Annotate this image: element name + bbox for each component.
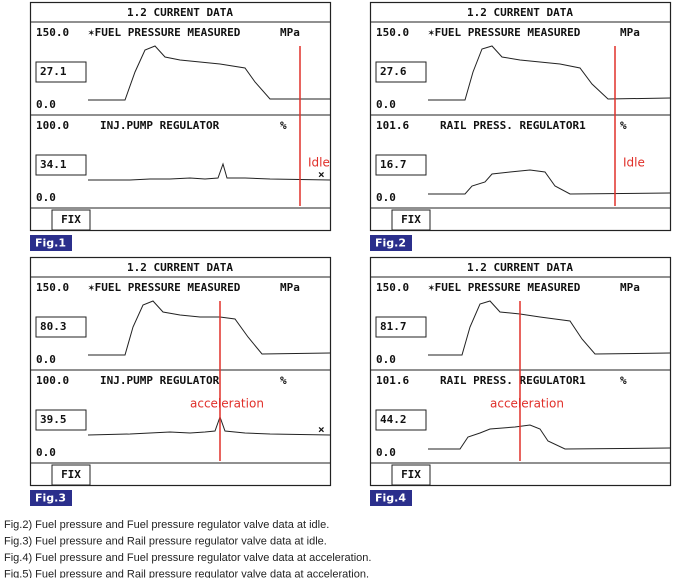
fix-box — [391, 464, 431, 486]
fix-box — [51, 209, 91, 231]
waveform — [88, 300, 331, 356]
scale-min: 0.0 — [376, 446, 396, 459]
value-box — [35, 409, 87, 431]
signal-unit: % — [620, 374, 627, 387]
scale-min: 0.0 — [376, 98, 396, 111]
waveform — [428, 45, 671, 101]
scale-max: 150.0 — [376, 26, 409, 39]
panel-header: 1.2 CURRENT DATA — [127, 261, 233, 274]
current-value: 34.1 — [40, 158, 67, 171]
signal-label: ✶FUEL PRESSURE MEASURED — [88, 26, 241, 39]
figure-tag: Fig.1 — [35, 237, 66, 250]
current-value: 16.7 — [380, 158, 407, 171]
annotation: Idle — [308, 156, 330, 170]
current-value: 80.3 — [40, 320, 67, 333]
value-box — [375, 61, 427, 83]
waveform — [428, 169, 671, 195]
annotation: acceleration — [490, 397, 564, 411]
current-value: 27.1 — [40, 65, 67, 78]
value-box — [35, 316, 87, 338]
scan-panel: 1.2 CURRENT DATA 150.0 ✶FUEL PRESSURE MEAS… — [29, 256, 332, 506]
panel-header: 1.2 CURRENT DATA — [467, 261, 573, 274]
value-box — [375, 409, 427, 431]
scale-max: 100.0 — [36, 119, 69, 132]
current-value: 44.2 — [380, 413, 407, 426]
signal-unit: % — [620, 119, 627, 132]
fix-label: FIX — [61, 468, 81, 481]
scan-panel: 1.2 CURRENT DATA 150.0 ✶FUEL PRESSURE MEAS… — [29, 1, 332, 251]
signal-unit: MPa — [620, 281, 640, 294]
signal-label: ✶FUEL PRESSURE MEASURED — [88, 281, 241, 294]
signal-unit: MPa — [620, 26, 640, 39]
fix-box — [391, 209, 431, 231]
signal-unit: MPa — [280, 281, 300, 294]
fix-label: FIX — [401, 213, 421, 226]
fix-box — [51, 464, 91, 486]
caption: Fig.4) Fuel pressure and Fuel pressure r… — [4, 552, 371, 564]
figure-tag-bg — [30, 235, 72, 251]
panel-header: 1.2 CURRENT DATA — [467, 6, 573, 19]
fix-label: FIX — [401, 468, 421, 481]
scale-min: 0.0 — [376, 353, 396, 366]
panel-frame — [369, 1, 672, 232]
figure-tag-bg — [370, 490, 412, 506]
figure-tag: Fig.4 — [375, 492, 406, 505]
scale-min: 0.0 — [36, 98, 56, 111]
panel-frame — [29, 1, 332, 232]
scale-max: 101.6 — [376, 119, 409, 132]
annotation: acceleration — [190, 397, 264, 411]
panel-header: 1.2 CURRENT DATA — [127, 6, 233, 19]
signal-unit: % — [280, 119, 287, 132]
waveform — [428, 424, 671, 450]
fix-label: FIX — [61, 213, 81, 226]
figure-tag-bg — [370, 235, 412, 251]
signal-label: ✶FUEL PRESSURE MEASURED — [428, 281, 581, 294]
scale-max: 101.6 — [376, 374, 409, 387]
caption: Fig.5) Fuel pressure and Rail pressure r… — [4, 568, 369, 578]
waveform — [88, 45, 330, 101]
signal-label: INJ.PUMP REGULATOR — [100, 374, 220, 387]
waveform — [87, 415, 331, 436]
scan-panel: 1.2 CURRENT DATA 150.0 ✶FUEL PRESSURE MEAS… — [369, 1, 672, 251]
scale-max: 150.0 — [36, 281, 69, 294]
end-marker: × — [318, 423, 325, 436]
scale-max: 150.0 — [36, 26, 69, 39]
scale-min: 0.0 — [36, 353, 56, 366]
signal-label: INJ.PUMP REGULATOR — [100, 119, 220, 132]
signal-unit: % — [280, 374, 287, 387]
current-value: 81.7 — [380, 320, 407, 333]
signal-label: RAIL PRESS. REGULATOR1 — [440, 374, 586, 387]
value-box — [375, 316, 427, 338]
current-value: 39.5 — [40, 413, 67, 426]
scale-max: 150.0 — [376, 281, 409, 294]
scale-max: 100.0 — [36, 374, 69, 387]
figure-tag: Fig.3 — [35, 492, 66, 505]
figure-tag-bg — [30, 490, 72, 506]
figure-tag: Fig.2 — [375, 237, 406, 250]
value-box — [35, 61, 87, 83]
end-marker: × — [318, 168, 325, 181]
signal-unit: MPa — [280, 26, 300, 39]
value-box — [375, 154, 427, 176]
signal-label: ✶FUEL PRESSURE MEASURED — [428, 26, 581, 39]
caption: Fig.2) Fuel pressure and Fuel pressure r… — [4, 519, 329, 531]
annotation: Idle — [623, 156, 645, 170]
scan-panel: 1.2 CURRENT DATA 150.0 ✶FUEL PRESSURE MEAS… — [369, 256, 672, 506]
waveform — [88, 162, 331, 181]
current-value: 27.6 — [380, 65, 407, 78]
caption: Fig.3) Fuel pressure and Rail pressure r… — [4, 535, 327, 547]
scale-min: 0.0 — [376, 191, 396, 204]
value-box — [35, 154, 87, 176]
panel-frame — [29, 256, 332, 487]
scale-min: 0.0 — [36, 446, 56, 459]
scale-min: 0.0 — [36, 191, 56, 204]
signal-label: RAIL PRESS. REGULATOR1 — [440, 119, 586, 132]
